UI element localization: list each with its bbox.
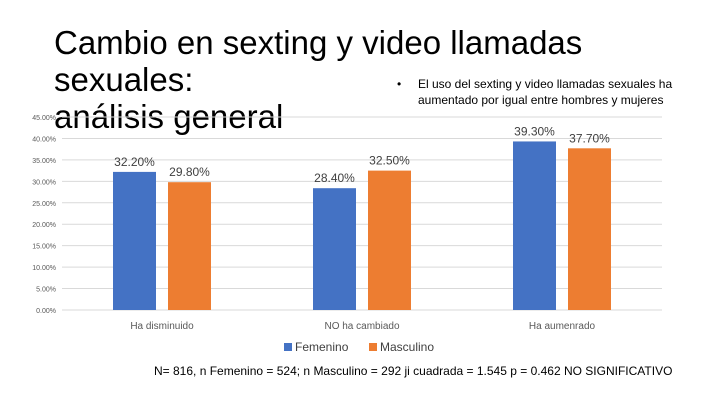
bullet-text: El uso del sexting y video llamadas sexu… <box>418 77 673 107</box>
x-axis-categories: Ha disminuido NO ha cambiado Ha aumenrado <box>130 321 595 332</box>
y-tick-label: 0.00% <box>36 308 56 315</box>
bars <box>113 141 611 310</box>
gridlines <box>62 116 662 311</box>
data-label: 29.80% <box>169 165 210 179</box>
legend-swatch-masculino <box>369 343 377 351</box>
data-label: 39.30% <box>514 124 555 138</box>
bullet-dot-icon: • <box>397 77 402 91</box>
bar-femenino-0 <box>113 171 156 310</box>
y-tick-label: 30.00% <box>32 179 56 186</box>
y-tick-label: 25.00% <box>32 201 56 208</box>
data-label: 32.20% <box>114 155 155 169</box>
y-tick-label: 35.00% <box>32 158 56 165</box>
y-tick-label: 15.00% <box>32 244 56 251</box>
legend-label-masculino: Masculino <box>380 340 434 354</box>
y-tick-label: 5.00% <box>36 287 56 294</box>
category-label: NO ha cambiado <box>324 321 399 332</box>
y-tick-label: 20.00% <box>32 222 56 229</box>
bar-masculino-1 <box>368 170 411 310</box>
y-tick-label: 45.00% <box>32 115 56 122</box>
category-label: Ha disminuido <box>130 321 194 332</box>
y-tick-label: 40.00% <box>32 136 56 143</box>
category-label: Ha aumenrado <box>529 321 596 332</box>
footer-statistics-note: N= 816, n Femenino = 524; n Masculino = … <box>154 364 673 378</box>
data-label: 28.40% <box>314 171 355 185</box>
bar-femenino-1 <box>313 188 356 310</box>
bullet-note: • El uso del sexting y video llamadas se… <box>397 76 682 108</box>
y-tick-label: 10.00% <box>32 265 56 272</box>
legend: Femenino Masculino <box>284 340 434 354</box>
bar-masculino-0 <box>168 182 211 310</box>
legend-label-femenino: Femenino <box>295 340 349 354</box>
slide-title-line-1: Cambio en sexting y video llamadas sexua… <box>54 24 583 98</box>
bar-masculino-2 <box>568 148 611 310</box>
data-label: 37.70% <box>569 131 610 145</box>
y-axis-ticks: 0.00% 5.00% 10.00% 15.00% 20.00% 25.00% 30.00%… <box>32 115 56 315</box>
data-label: 32.50% <box>369 154 410 168</box>
bar-femenino-2 <box>513 141 556 310</box>
legend-swatch-femenino <box>284 343 292 351</box>
data-labels: 32.20% 29.80% 28.40% 32.50% 39.30% 37.70% <box>114 124 610 185</box>
